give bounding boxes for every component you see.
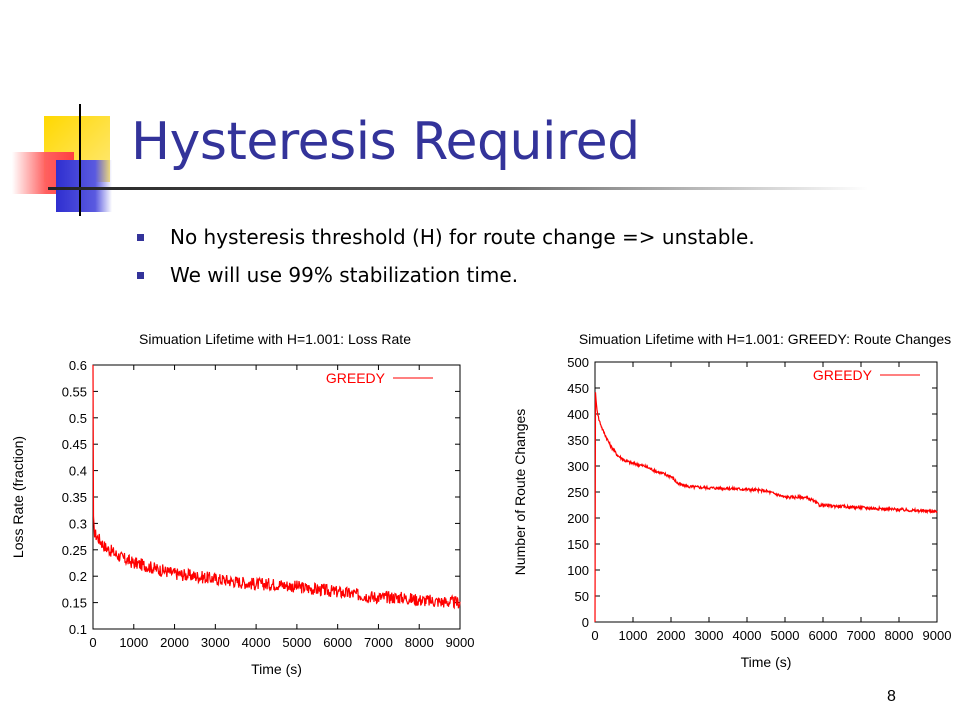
bullet-text: No hysteresis threshold (H) for route ch… [170,225,755,249]
chart-svg: Simuation Lifetime with H=1.001: GREEDY:… [512,331,952,670]
x-tick-label: 2000 [657,628,686,643]
title-divider [48,187,868,190]
bullet-square-icon [137,234,144,241]
x-axis-label: Time (s) [741,654,792,670]
page-title: Hysteresis Required [131,112,640,172]
y-tick-label: 0.4 [69,464,87,479]
series-line-greedy [92,364,461,610]
bullet-item: We will use 99% stabilization time. [137,262,755,300]
y-tick-label: 0.25 [62,543,87,558]
x-tick-label: 0 [591,628,598,643]
y-tick-label: 0.15 [62,596,87,611]
x-tick-label: 3000 [201,635,230,650]
x-tick-label: 6000 [323,635,352,650]
chart-title: Simuation Lifetime with H=1.001: GREEDY:… [579,331,951,347]
y-tick-label: 0.5 [69,411,87,426]
series-line-greedy [594,392,938,623]
slide-number: 8 [887,688,896,705]
y-tick-label: 150 [567,537,589,552]
y-tick-label: 0.6 [69,358,87,373]
x-tick-label: 3000 [695,628,724,643]
bullet-list: No hysteresis threshold (H) for route ch… [137,224,755,300]
deco-vertical-line [79,104,81,216]
chart-svg: Simuation Lifetime with H=1.001: Loss Ra… [10,331,475,677]
x-tick-label: 5000 [771,628,800,643]
y-tick-label: 0.35 [62,490,87,505]
x-tick-label: 4000 [242,635,271,650]
y-tick-label: 0.55 [62,384,87,399]
x-tick-label: 5000 [282,635,311,650]
bullet-item: No hysteresis threshold (H) for route ch… [137,224,755,262]
y-tick-label: 0.3 [69,516,87,531]
y-tick-label: 50 [575,589,589,604]
x-tick-label: 2000 [160,635,189,650]
y-tick-label: 500 [567,355,589,370]
deco-blue-square [56,160,112,212]
y-tick-label: 0.1 [69,622,87,637]
y-tick-label: 0 [582,615,589,630]
x-tick-label: 0 [89,635,96,650]
y-tick-label: 400 [567,407,589,422]
y-axis-label: Number of Route Changes [512,409,528,576]
x-axis-label: Time (s) [251,661,302,677]
y-tick-label: 100 [567,563,589,578]
bullet-text: We will use 99% stabilization time. [170,263,519,287]
y-tick-label: 200 [567,511,589,526]
y-tick-label: 250 [567,485,589,500]
x-tick-label: 1000 [619,628,648,643]
x-tick-label: 7000 [847,628,876,643]
y-tick-label: 0.45 [62,437,87,452]
x-tick-label: 9000 [923,628,952,643]
chart-title: Simuation Lifetime with H=1.001: Loss Ra… [139,331,411,347]
x-tick-label: 9000 [446,635,475,650]
y-tick-label: 0.2 [69,569,87,584]
y-tick-label: 450 [567,381,589,396]
y-tick-label: 350 [567,433,589,448]
x-tick-label: 8000 [405,635,434,650]
x-tick-label: 6000 [809,628,838,643]
legend-label: GREEDY [326,370,386,386]
legend-label: GREEDY [813,367,873,383]
x-tick-label: 4000 [733,628,762,643]
route-changes-chart: Simuation Lifetime with H=1.001: GREEDY:… [512,320,960,700]
loss-rate-chart: Simuation Lifetime with H=1.001: Loss Ra… [0,320,480,700]
x-tick-label: 7000 [364,635,393,650]
y-tick-label: 300 [567,459,589,474]
x-tick-label: 1000 [119,635,148,650]
x-tick-label: 8000 [885,628,914,643]
bullet-square-icon [137,272,144,279]
y-axis-label: Loss Rate (fraction) [10,436,26,558]
